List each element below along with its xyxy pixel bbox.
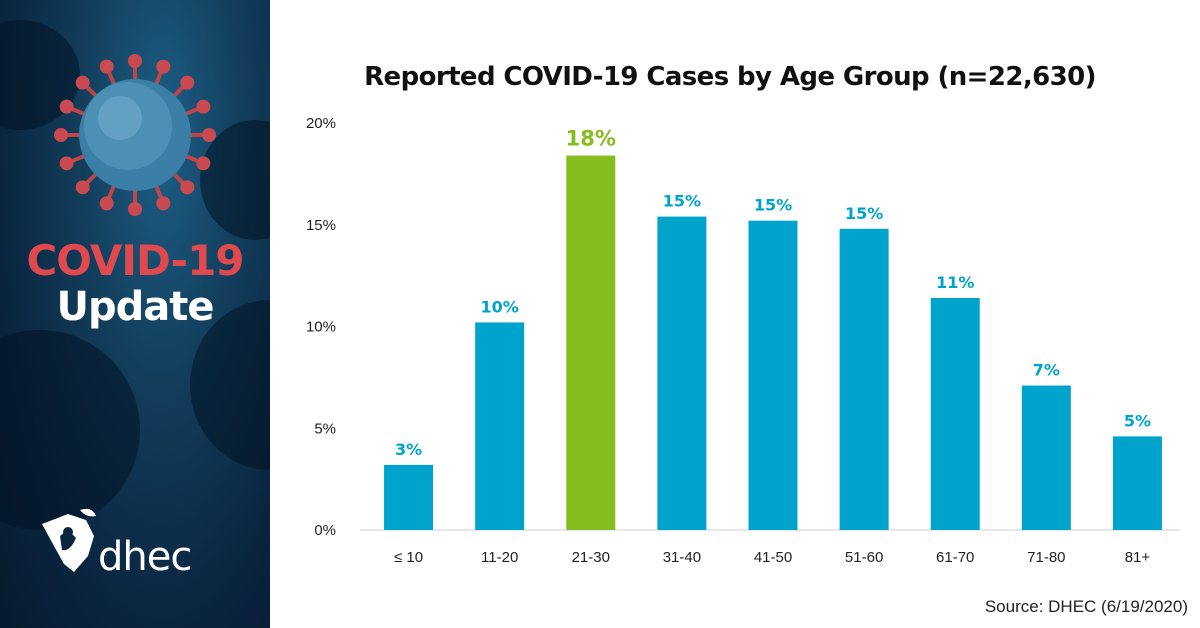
y-tick-label: 5% [314,420,336,437]
y-tick-label: 10% [306,319,336,336]
data-label-9: 5% [1124,411,1151,430]
bar-4 [657,216,707,531]
data-label-6: 15% [845,204,883,223]
bar-3 [566,155,616,530]
bar-8 [1021,385,1071,530]
x-tick-label: 71-80 [1027,549,1065,566]
bar-9 [1112,436,1162,530]
background-blob [0,330,140,530]
sidebar-panel: COVID-19 Update dhec [0,0,270,628]
headline-update: Update [56,284,215,330]
x-tick-label: 11-20 [481,549,518,566]
headline-covid: COVID-19 [26,236,244,285]
x-tick-label: 61-70 [936,549,974,566]
bar-5 [748,220,798,530]
data-label-3: 18% [566,127,616,151]
dhec-logo-text: dhec [98,534,192,580]
x-tick-label: 81+ [1125,549,1151,566]
y-tick-label: 20% [306,115,336,132]
data-label-1: 3% [395,440,422,459]
data-label-5: 15% [754,196,792,215]
x-tick-label: 21-30 [572,549,610,566]
bar-2 [475,322,525,530]
dhec-logo-icon [42,508,96,572]
bar-6 [839,228,889,530]
y-tick-label: 15% [306,217,336,234]
data-label-8: 7% [1033,361,1060,380]
x-tick-label: 41-50 [754,549,792,566]
chart-title: Reported COVID-19 Cases by Age Group (n=… [364,62,1096,92]
x-tick-label: 51-60 [845,549,883,566]
source-note: Source: DHEC (6/19/2020) [984,597,1188,616]
coronavirus-illustration [54,54,216,216]
x-tick-label: ≤ 10 [394,549,423,566]
bar-7 [930,298,980,530]
bar-chart: 0% 5% 10% 15% 20% 3% 10% 18% 15% 15% 15% 11% 7% 5% ≤… [306,115,1180,566]
data-label-4: 15% [663,192,701,211]
x-tick-label: 31-40 [663,549,701,566]
data-label-7: 11% [936,273,974,292]
y-tick-label: 0% [314,522,336,539]
data-label-2: 10% [481,297,519,316]
bar-1 [384,464,434,530]
